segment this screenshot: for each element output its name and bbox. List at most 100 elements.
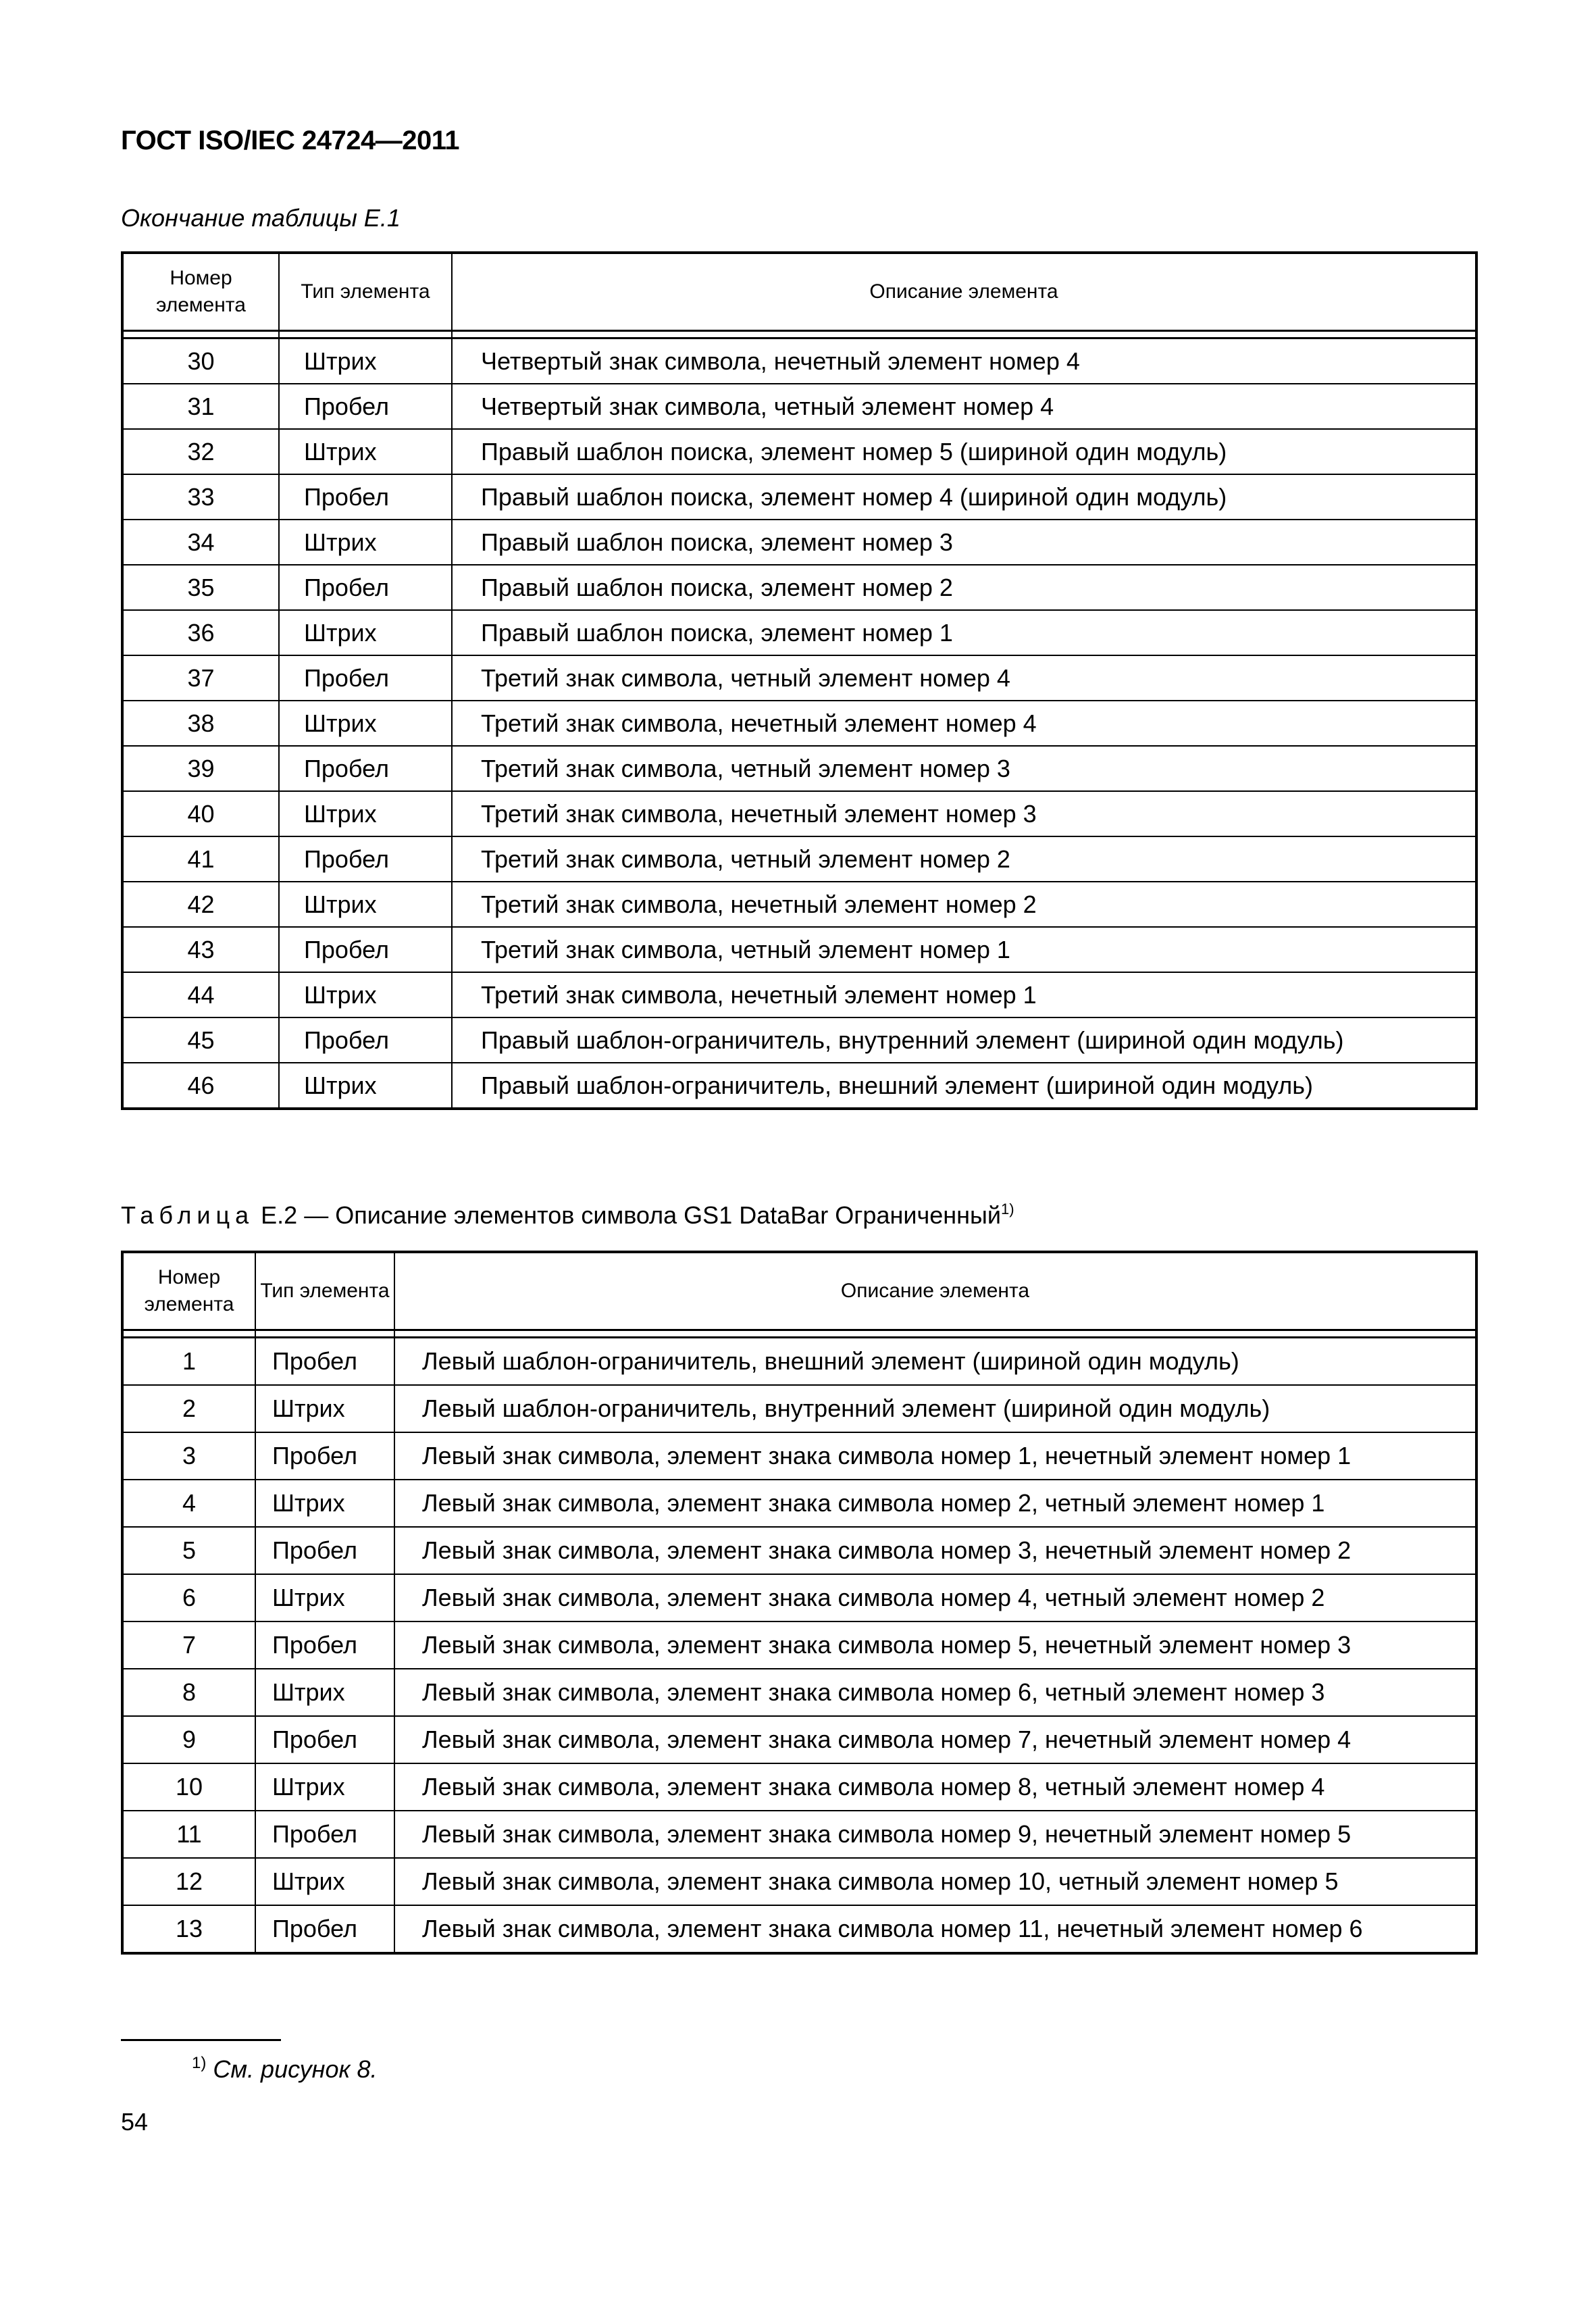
element-description: Левый знак символа, элемент знака символ… (394, 1432, 1477, 1480)
footnote-text: См. рисунок 8. (213, 2055, 378, 2083)
element-description: Третий знак символа, нечетный элемент но… (451, 790, 1477, 837)
table-e1-end: Номер элемента Тип элемента Описание эле… (121, 251, 1478, 1110)
table-row: 11 Пробел Левый знак символа, элемент знак… (122, 1810, 1477, 1859)
element-type: Штрих (255, 1574, 395, 1622)
table-row: 37 Пробел Третий знак символа, четный элем… (122, 655, 1477, 701)
element-description: Левый знак символа, элемент знака символ… (394, 1479, 1477, 1528)
element-type: Штрих (255, 1668, 395, 1717)
element-description: Левый знак символа, элемент знака символ… (394, 1763, 1477, 1811)
element-number: 45 (122, 1017, 280, 1063)
document-title: ГОСТ ISO/IEC 24724—2011 (121, 126, 460, 155)
element-number: 38 (122, 700, 280, 747)
table-row: 36 Штрих Правый шаблон поиска, элемент ном… (122, 609, 1477, 656)
table-row: 38 Штрих Третий знак символа, нечетный эле… (122, 700, 1477, 747)
element-type: Пробел (278, 836, 453, 882)
element-number: 8 (122, 1668, 256, 1717)
element-type: Пробел (278, 383, 453, 430)
element-description: Правый шаблон поиска, элемент номер 3 (451, 519, 1477, 565)
element-type: Пробел (278, 926, 453, 973)
footnote-mark: 1) (192, 2054, 207, 2072)
element-description: Четвертый знак символа, четный элемент н… (451, 383, 1477, 430)
table-row: 45 Пробел Правый шаблон-ограничитель, внут… (122, 1017, 1477, 1063)
element-type: Штрих (278, 337, 453, 384)
element-description: Правый шаблон-ограничитель, внутренний э… (451, 1017, 1477, 1063)
table-row: 3 Пробел Левый знак символа, элемент знака… (122, 1432, 1477, 1480)
table-row: 44 Штрих Третий знак символа, нечетный эле… (122, 972, 1477, 1018)
table-header-row: Номер элемента Тип элемента Описание эле… (122, 252, 1477, 332)
element-type: Штрих (278, 1062, 453, 1109)
element-description: Правый шаблон поиска, элемент номер 2 (451, 564, 1477, 611)
element-number: 35 (122, 564, 280, 611)
element-type: Штрих (278, 700, 453, 747)
element-type: Пробел (278, 745, 453, 792)
element-type: Штрих (278, 519, 453, 565)
table-row: 6 Штрих Левый знак символа, элемент знака … (122, 1574, 1477, 1622)
element-description: Левый знак символа, элемент знака символ… (394, 1574, 1477, 1622)
element-number: 34 (122, 519, 280, 565)
footnote-divider (121, 2039, 281, 2041)
element-number: 12 (122, 1857, 256, 1906)
column-header-description: Описание элемента (394, 1251, 1477, 1331)
element-description: Левый знак символа, элемент знака символ… (394, 1526, 1477, 1575)
table-row: 12 Штрих Левый знак символа, элемент знака… (122, 1857, 1477, 1906)
column-header-number: Номер элемента (122, 252, 280, 332)
element-type: Пробел (255, 1905, 395, 1954)
element-type: Пробел (255, 1715, 395, 1764)
element-type: Пробел (255, 1810, 395, 1859)
element-type: Штрих (255, 1857, 395, 1906)
table-row: 43 Пробел Третий знак символа, четный элем… (122, 926, 1477, 973)
element-number: 32 (122, 428, 280, 475)
element-type: Штрих (278, 972, 453, 1018)
element-type: Пробел (255, 1621, 395, 1669)
element-type: Пробел (255, 1336, 395, 1386)
element-type: Штрих (278, 428, 453, 475)
element-number: 7 (122, 1621, 256, 1669)
table-row: 30 Штрих Четвертый знак символа, нечетный … (122, 337, 1477, 384)
element-number: 43 (122, 926, 280, 973)
table-row: 8 Штрих Левый знак символа, элемент знака … (122, 1668, 1477, 1717)
element-number: 2 (122, 1384, 256, 1433)
element-description: Правый шаблон-ограничитель, внешний элем… (451, 1062, 1477, 1109)
element-description: Левый знак символа, элемент знака символ… (394, 1715, 1477, 1764)
column-header-type: Тип элемента (278, 252, 453, 332)
header-separator (122, 1329, 1477, 1338)
element-description: Правый шаблон поиска, элемент номер 4 (ш… (451, 474, 1477, 520)
element-description: Третий знак символа, нечетный элемент но… (451, 881, 1477, 928)
table-row: 10 Штрих Левый знак символа, элемент знака… (122, 1763, 1477, 1811)
table-row: 1 Пробел Левый шаблон-ограничитель, внешни… (122, 1336, 1477, 1386)
element-type: Пробел (255, 1432, 395, 1480)
element-number: 37 (122, 655, 280, 701)
element-description: Четвертый знак символа, нечетный элемент… (451, 337, 1477, 384)
column-header-type: Тип элемента (255, 1251, 395, 1331)
element-number: 5 (122, 1526, 256, 1575)
element-description: Третий знак символа, четный элемент номе… (451, 926, 1477, 973)
table-row: 7 Пробел Левый знак символа, элемент знака… (122, 1621, 1477, 1669)
element-type: Пробел (278, 474, 453, 520)
table-row: 31 Пробел Четвертый знак символа, четный э… (122, 383, 1477, 430)
table-row: 41 Пробел Третий знак символа, четный элем… (122, 836, 1477, 882)
element-number: 42 (122, 881, 280, 928)
element-number: 6 (122, 1574, 256, 1622)
table2-caption: Таблица Е.2 — Описание элементов символа… (121, 1201, 1014, 1230)
element-type: Пробел (278, 655, 453, 701)
table-row: 2 Штрих Левый шаблон-ограничитель, внутрен… (122, 1384, 1477, 1433)
element-type: Штрих (255, 1763, 395, 1811)
element-number: 39 (122, 745, 280, 792)
element-description: Левый знак символа, элемент знака символ… (394, 1810, 1477, 1859)
table-row: 32 Штрих Правый шаблон поиска, элемент ном… (122, 428, 1477, 475)
header-separator (122, 330, 1477, 339)
element-number: 31 (122, 383, 280, 430)
element-description: Правый шаблон поиска, элемент номер 1 (451, 609, 1477, 656)
table-row: 33 Пробел Правый шаблон поиска, элемент но… (122, 474, 1477, 520)
element-type: Штрих (278, 881, 453, 928)
element-number: 13 (122, 1905, 256, 1954)
element-type: Штрих (255, 1384, 395, 1433)
table-row: 40 Штрих Третий знак символа, нечетный эле… (122, 790, 1477, 837)
footnote: 1) См. рисунок 8. (192, 2054, 378, 2084)
table-row: 13 Пробел Левый знак символа, элемент знак… (122, 1905, 1477, 1954)
element-description: Левый знак символа, элемент знака символ… (394, 1857, 1477, 1906)
table2-caption-prefix: Таблица (121, 1201, 255, 1229)
element-type: Пробел (278, 1017, 453, 1063)
table-e2: Номер элемента Тип элемента Описание эле… (121, 1251, 1478, 1955)
element-number: 30 (122, 337, 280, 384)
